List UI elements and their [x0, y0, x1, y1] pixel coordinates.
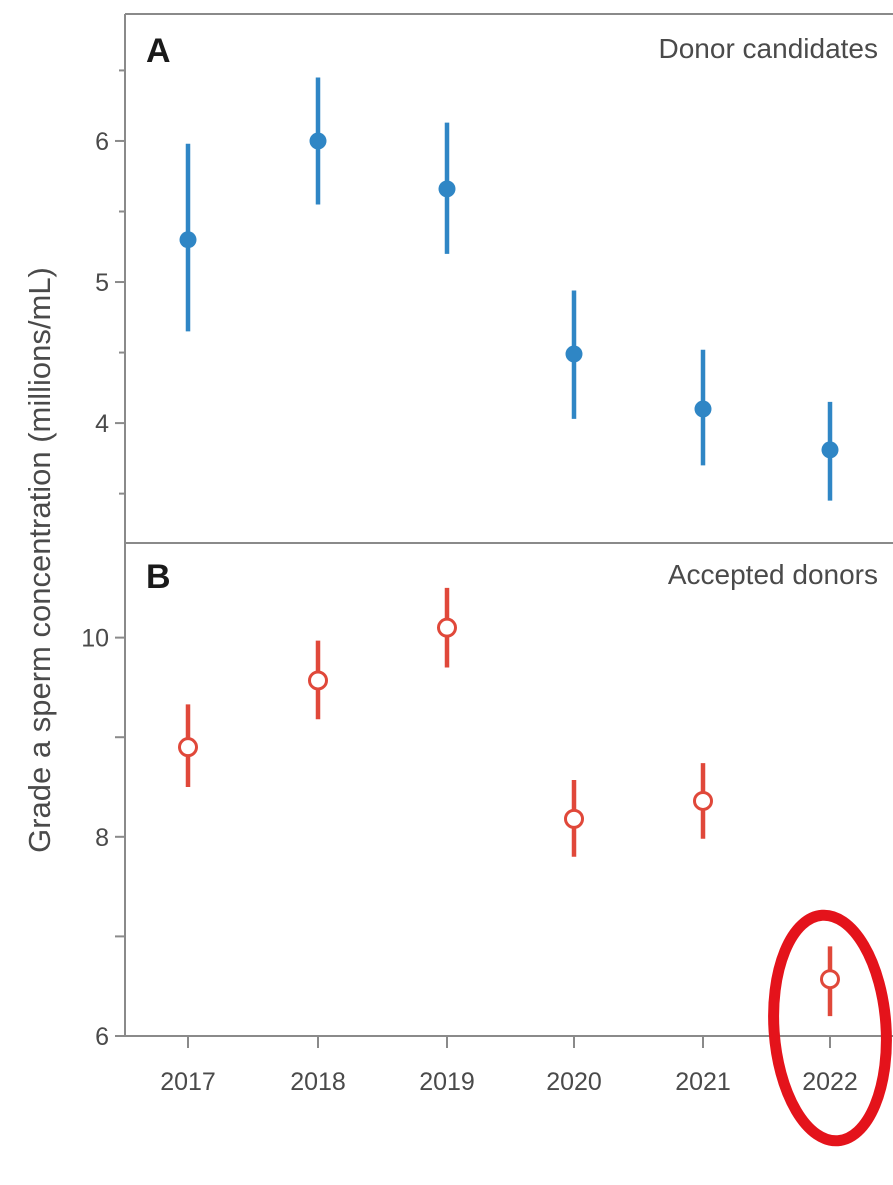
data-point-b-2018: [308, 670, 328, 691]
panel-a-plot: 4 5 6: [95, 69, 839, 501]
x-tick-label-2021: 2021: [675, 1068, 731, 1096]
panel-b-plot: 6 8 10 2017 2018 2019 2020 2021 2022: [81, 587, 858, 1096]
highlight-ellipse-2022: [768, 909, 892, 1147]
data-point-a-2022: [821, 441, 839, 459]
data-point-a-2018: [309, 132, 327, 150]
y-tick-label-a-2: 6: [95, 128, 109, 156]
panel-a-title: Donor candidates: [659, 33, 878, 64]
y-tick-label-b-2: 8: [95, 824, 109, 852]
panel-a-letter: A: [146, 32, 171, 70]
data-point-b-2021: [693, 790, 713, 811]
panel-b-letter: B: [146, 558, 171, 596]
panel-b-title: Accepted donors: [668, 559, 878, 590]
y-axis-title: Grade a sperm concentration (millions/mL…: [22, 267, 57, 853]
x-tick-label-2019: 2019: [419, 1068, 475, 1096]
x-tick-label-2018: 2018: [290, 1068, 346, 1096]
y-tick-label-a-0: 4: [95, 410, 109, 438]
x-tick-label-2022: 2022: [802, 1068, 858, 1096]
y-tick-label-a-1: 5: [95, 269, 109, 297]
data-point-a-2021: [694, 400, 712, 418]
x-tick-label-2020: 2020: [546, 1068, 602, 1096]
data-point-b-2022: [820, 969, 840, 990]
data-point-a-2019: [438, 180, 456, 198]
data-point-b-2017: [178, 737, 198, 758]
y-tick-label-b-0: 6: [95, 1023, 109, 1051]
data-point-b-2020: [564, 808, 584, 829]
data-point-a-2020: [565, 345, 583, 363]
data-point-b-2019: [437, 617, 457, 638]
data-point-a-2017: [179, 231, 197, 249]
x-tick-label-2017: 2017: [160, 1068, 216, 1096]
y-tick-label-b-4: 10: [81, 625, 109, 653]
